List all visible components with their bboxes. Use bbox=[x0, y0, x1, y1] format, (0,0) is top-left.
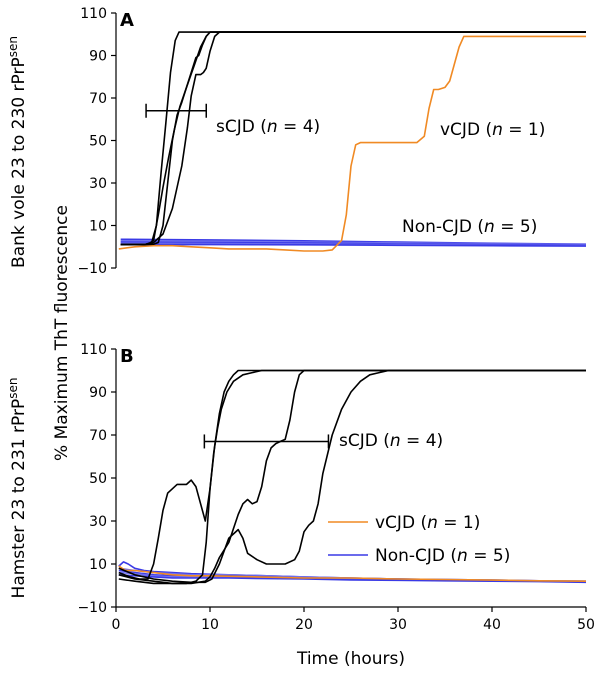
panel-b-scjd-line bbox=[118, 369, 586, 584]
panel-b-scjd-range-bar bbox=[203, 434, 330, 449]
panel-b-xtick-label: 50 bbox=[577, 617, 595, 633]
panel-b-legend: vCJD (n = 1) Non-CJD (n = 5) bbox=[328, 513, 510, 566]
panel-b-xticks: 0 10 20 30 40 50 bbox=[112, 607, 595, 633]
panel-b-ytick-label: 110 bbox=[80, 342, 107, 358]
row-label-a: Bank vole 23 to 230 rPrPsen bbox=[6, 36, 29, 268]
panel-a-noncjd-count: = 5) bbox=[495, 217, 538, 237]
panel-b-ytick-label: 10 bbox=[89, 557, 107, 573]
row-label-b-text: Hamster 23 to 231 rPrP bbox=[9, 399, 29, 599]
panel-b-xtick-label: 0 bbox=[112, 617, 121, 633]
panel-a-noncjd-label: Non-CJD (n = 5) bbox=[402, 217, 537, 237]
panel-a-noncjd-n: n bbox=[484, 217, 495, 237]
panel-a-scjd-label-text: sCJD ( bbox=[216, 117, 267, 137]
panel-b-scjd-line bbox=[118, 369, 586, 585]
panel-a-vcjd-label-text: vCJD ( bbox=[440, 120, 492, 140]
shared-y-axis-label: % Maximum ThT fluorescence bbox=[52, 205, 72, 461]
panel-a-ytick-label: 10 bbox=[89, 219, 107, 235]
panel-b-xtick-label: 20 bbox=[295, 617, 313, 633]
panel-b-scjd-label: sCJD (n = 4) bbox=[339, 431, 443, 451]
legend-vcjd-label-text: vCJD ( bbox=[375, 513, 427, 533]
panel-a-ytick-label: −10 bbox=[77, 261, 107, 277]
panel-a-vcjd-line bbox=[118, 35, 586, 252]
panel-a-vcjd-label: vCJD (n = 1) bbox=[440, 120, 545, 140]
panel-a-scjd-label: sCJD (n = 4) bbox=[216, 117, 320, 137]
panel-b-letter: B bbox=[120, 346, 134, 367]
panel-a-ytick-label: 30 bbox=[89, 176, 107, 192]
panel-b-ytick-label: 30 bbox=[89, 514, 107, 530]
panel-b-ytick-label: 50 bbox=[89, 471, 107, 487]
panel-b-yticks: −10 10 30 50 70 90 110 bbox=[77, 342, 116, 616]
row-label-a-text: Bank vole 23 to 230 rPrP bbox=[9, 57, 29, 268]
legend-noncjd-label: Non-CJD (n = 5) bbox=[375, 546, 510, 566]
panel-a-noncjd-label-text: Non-CJD ( bbox=[402, 217, 484, 237]
panel-a-scjd-line bbox=[120, 31, 586, 246]
panel-b-scjd-line bbox=[118, 369, 586, 580]
row-label-b-superscript: sen bbox=[6, 378, 20, 399]
panel-a-ytick-label: 50 bbox=[89, 134, 107, 150]
row-label-b: Hamster 23 to 231 rPrPsen bbox=[6, 378, 29, 599]
panel-a-ytick-label: 90 bbox=[89, 49, 107, 65]
panel-b-scjd-count: = 4) bbox=[401, 431, 444, 451]
legend-noncjd-label-text: Non-CJD ( bbox=[375, 546, 457, 566]
panel-a-series bbox=[118, 31, 587, 252]
legend-noncjd-count: = 5) bbox=[468, 546, 511, 566]
panel-b-non-cjd-line bbox=[118, 574, 587, 584]
panel-a-ytick-label: 70 bbox=[89, 91, 107, 107]
legend-vcjd-count: = 1) bbox=[438, 513, 481, 533]
panel-b-ytick-label: 70 bbox=[89, 428, 107, 444]
legend-noncjd-n: n bbox=[457, 546, 468, 566]
panel-a-vcjd-count: = 1) bbox=[503, 120, 546, 140]
panel-b-xtick-label: 40 bbox=[483, 617, 501, 633]
panel-a-letter: A bbox=[120, 10, 134, 31]
panel-b-scjd-n: n bbox=[390, 431, 401, 451]
panel-a-scjd-count: = 4) bbox=[278, 117, 321, 137]
panel-a-ytick-label: 110 bbox=[80, 6, 107, 22]
panel-b-scjd-line bbox=[118, 369, 586, 585]
panel-b-xtick-label: 10 bbox=[201, 617, 219, 633]
panel-b-series bbox=[118, 369, 587, 585]
legend-vcjd-label: vCJD (n = 1) bbox=[375, 513, 480, 533]
panel-a-scjd-n: n bbox=[267, 117, 278, 137]
panel-b-ytick-label: −10 bbox=[77, 600, 107, 616]
row-label-a-superscript: sen bbox=[6, 36, 20, 57]
legend-vcjd-n: n bbox=[427, 513, 438, 533]
panel-a-scjd-range-bar bbox=[145, 103, 207, 118]
panel-b-xtick-label: 30 bbox=[389, 617, 407, 633]
x-axis-label: Time (hours) bbox=[296, 649, 405, 669]
panel-a-vcjd-n: n bbox=[492, 120, 503, 140]
panel-a-yticks: −10 10 30 50 70 90 110 bbox=[77, 6, 116, 277]
panel-b-scjd-label-text: sCJD ( bbox=[339, 431, 390, 451]
panel-a-non-cjd-line bbox=[120, 243, 587, 247]
panel-b-ytick-label: 90 bbox=[89, 385, 107, 401]
